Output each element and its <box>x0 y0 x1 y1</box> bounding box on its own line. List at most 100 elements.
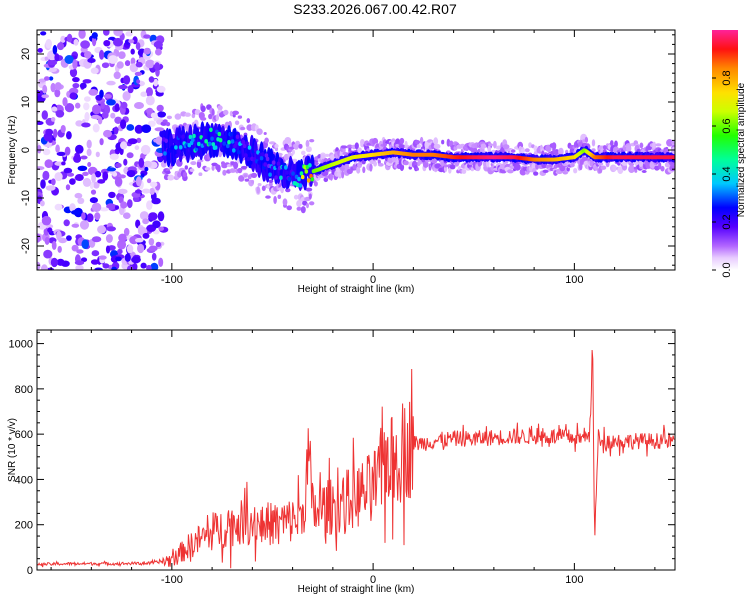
spectrogram-noise-cell <box>78 30 86 39</box>
spectrogram-halo-cell <box>240 126 246 131</box>
spectrogram-halo-cell <box>298 143 303 149</box>
spectrogram-noise-cell <box>56 151 66 156</box>
spectrogram-noise-cell <box>140 91 147 97</box>
x-tick-label: 0 <box>370 574 376 586</box>
spectrogram-ridge-core <box>217 131 222 137</box>
spectrogram-noise-cell <box>41 110 48 120</box>
spectrogram-noise-cell <box>148 212 158 221</box>
spectrogram-noise-cell <box>75 102 81 109</box>
spectrogram-noise-cell <box>127 85 134 94</box>
spectrogram-halo-cell <box>448 167 452 174</box>
spectrogram-noise-cell <box>108 191 116 199</box>
spectrogram-noise-cell <box>70 210 81 215</box>
spectrogram-halo-cell <box>470 167 474 172</box>
spectrogram-halo-cell <box>551 142 557 150</box>
spectrogram-noise-cell <box>84 111 90 122</box>
spectrogram-ridge-core <box>274 175 278 180</box>
spectrogram-noise-cell <box>71 244 79 252</box>
spectrogram-noise-cell <box>64 55 74 64</box>
y-tick-label: 20 <box>20 48 32 60</box>
spectrogram-noise-cell <box>40 179 46 189</box>
spectrogram-halo-cell <box>238 175 245 182</box>
spectrogram-noise-cell <box>54 203 63 211</box>
spectrogram-halo-cell <box>658 161 662 170</box>
spectrogram-noise-cell <box>139 211 149 221</box>
spectrogram-noise-cell <box>126 170 136 178</box>
spectrogram-halo-cell <box>480 143 487 149</box>
spectrogram-noise-cell <box>53 128 58 139</box>
spectrogram-noise-cell <box>82 79 92 84</box>
spectrogram-halo-cell <box>357 147 362 153</box>
spectrogram-noise-cell <box>47 60 58 66</box>
spectrogram-halo-cell <box>422 161 429 168</box>
spectrogram-noise-cell <box>155 241 162 247</box>
spectrogram-noise-cell <box>44 236 50 245</box>
spectrogram-noise-cell <box>118 51 126 59</box>
spectrogram-halo-cell <box>612 165 617 172</box>
spectrogram-noise-cell <box>108 55 118 64</box>
spectrogram-halo-cell <box>671 141 675 145</box>
spectrogram-noise-cell <box>81 239 89 250</box>
spectrogram-noise-cell <box>46 267 54 270</box>
spectrogram-halo-cell <box>166 115 172 120</box>
spectrogram-noise-cell <box>52 45 58 55</box>
spectrogram-ridge-core <box>218 138 223 143</box>
spectrogram-halo-cell <box>558 147 564 156</box>
spectrogram-halo-cell <box>360 139 365 146</box>
spectrogram-noise-cell <box>114 205 120 210</box>
spectrogram-halo-cell <box>295 140 301 146</box>
spectrogram-noise-cell <box>47 227 53 233</box>
spectrogram-ridge-core <box>271 160 276 165</box>
spectrogram-noise-cell <box>50 82 56 93</box>
spectrogram-noise-cell <box>82 171 89 176</box>
spectrogram-noise-cell <box>51 240 57 250</box>
colorbar-label: Normalized spectral amplitude <box>736 82 747 217</box>
spectrogram-halo-cell <box>377 163 384 167</box>
spectrogram-halo-cell <box>344 163 350 170</box>
spectrogram-halo-cell <box>300 206 306 214</box>
spectrogram-noise-cell <box>84 96 91 102</box>
spectrogram-noise-cell <box>140 262 147 269</box>
spectrogram-ridge-core <box>180 151 184 157</box>
spectrogram-noise-cell <box>75 264 84 270</box>
spectrogram-noise-cell <box>149 187 155 195</box>
spectrogram-noise-cell <box>40 200 45 207</box>
spectrogram-noise-cell <box>126 152 134 159</box>
spectrogram-noise-cell <box>158 257 164 267</box>
spectrogram-halo-cell <box>165 170 171 175</box>
spectrogram-noise-cell <box>103 40 111 47</box>
spectrogram-ylabel: Frequency (Hz) <box>7 116 18 185</box>
spectrogram-noise-cell <box>47 67 57 73</box>
spectrogram-noise-cell <box>156 104 164 112</box>
spectrogram-halo-cell <box>216 164 221 173</box>
colorbar-gradient <box>712 30 738 270</box>
y-tick-label: 600 <box>15 429 33 441</box>
spectrogram-noise-cell <box>135 176 142 187</box>
spectrogram-halo-cell <box>340 145 348 149</box>
spectrogram-noise-cell <box>150 112 158 119</box>
spectrogram-halo-cell <box>246 118 251 124</box>
spectrogram-ridge-core <box>242 143 247 149</box>
spectrogram-halo-cell <box>162 119 168 124</box>
spectrogram-noise-cell <box>91 32 98 39</box>
spectrogram-halo-cell <box>296 200 302 207</box>
spectrogram-noise-cell <box>66 33 73 43</box>
spectrogram-noise-cell <box>148 120 156 127</box>
spectrogram-noise-cell <box>60 35 66 43</box>
spectrogram-noise-cell <box>72 77 80 83</box>
colorbar-tick-label: 0.0 <box>721 262 733 277</box>
spectrogram-noise-cell <box>110 112 116 119</box>
snr-ylabel: SNR (10 * v/v) <box>7 418 18 482</box>
spectrogram-noise-cell <box>144 166 149 172</box>
spectrogram-noise-cell <box>100 101 105 110</box>
spectrogram-noise-cell <box>149 181 158 188</box>
spectrogram-halo-cell <box>277 194 282 199</box>
spectrogram-halo-cell <box>323 177 329 183</box>
spectrogram-ridge-core <box>234 141 238 146</box>
spectrogram-noise-cell <box>57 42 65 51</box>
spectrogram-ridge-core <box>247 145 252 150</box>
spectrogram-halo-cell <box>232 110 240 116</box>
spectrogram-noise-cell <box>114 116 122 125</box>
spectrogram-halo-cell <box>542 169 549 173</box>
